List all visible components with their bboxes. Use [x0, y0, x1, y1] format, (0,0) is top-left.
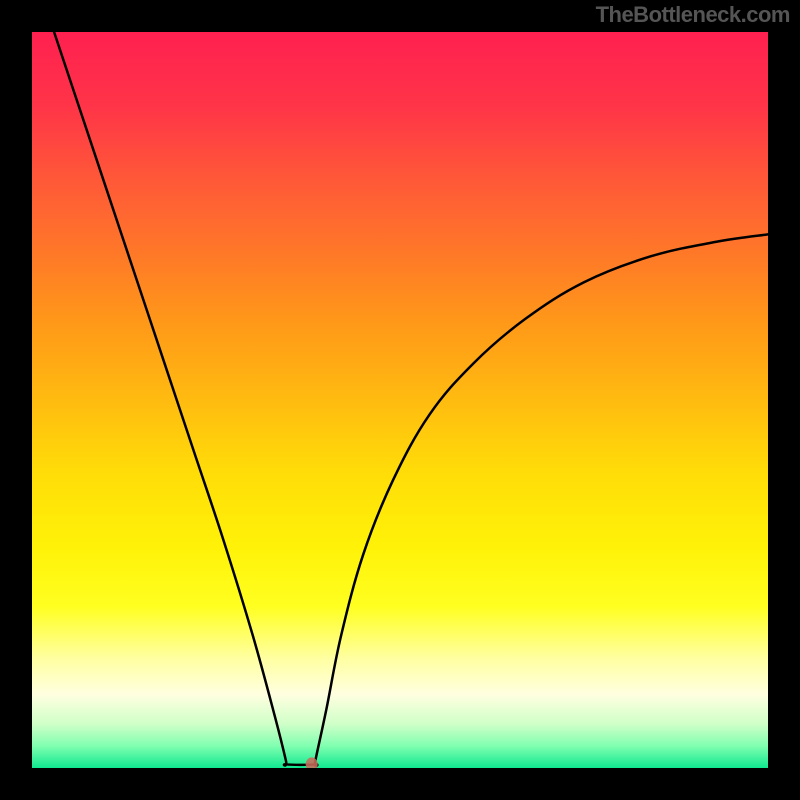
- bottleneck-curve: [54, 32, 768, 766]
- curve-overlay: [32, 32, 768, 768]
- watermark-text: TheBottleneck.com: [596, 2, 790, 28]
- chart-container: TheBottleneck.com: [0, 0, 800, 800]
